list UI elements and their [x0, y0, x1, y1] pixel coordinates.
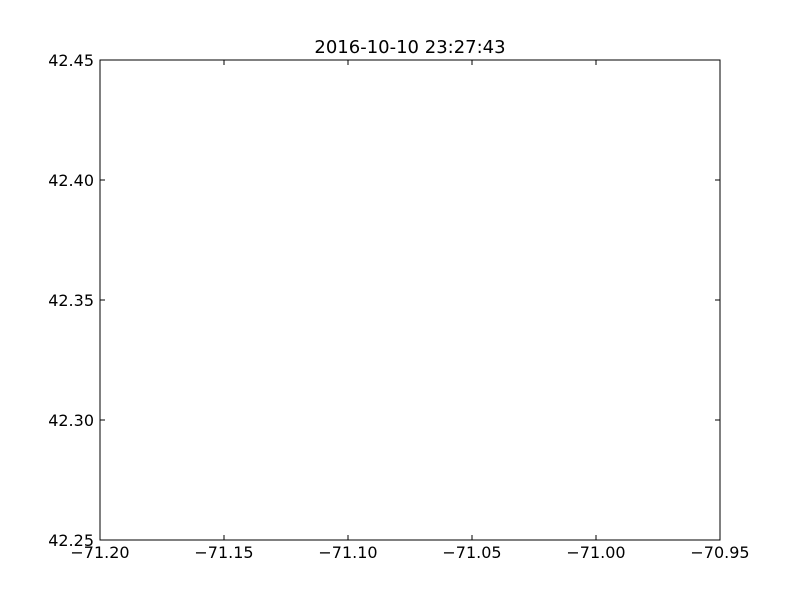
x-tick-label: −71.20 — [70, 543, 129, 562]
y-tick-label: 42.25 — [48, 531, 94, 550]
x-tick-label: −71.00 — [566, 543, 625, 562]
x-tick-label: −71.10 — [318, 543, 377, 562]
y-axis: 42.25 42.30 42.35 42.40 42.45 — [48, 51, 720, 550]
x-tick-label: −71.15 — [194, 543, 253, 562]
plot-frame — [99, 59, 721, 541]
y-tick-label: 42.45 — [48, 51, 94, 70]
x-tick-label: −71.05 — [442, 543, 501, 562]
y-tick-label: 42.30 — [48, 411, 94, 430]
y-tick-label: 42.35 — [48, 291, 94, 310]
x-tick-label: −70.95 — [690, 543, 749, 562]
y-tick-label: 42.40 — [48, 171, 94, 190]
chart-title: 2016-10-10 23:27:43 — [314, 37, 505, 58]
x-axis: −71.20 −71.15 −71.10 −71.05 −71.00 −70.95 — [70, 60, 750, 562]
